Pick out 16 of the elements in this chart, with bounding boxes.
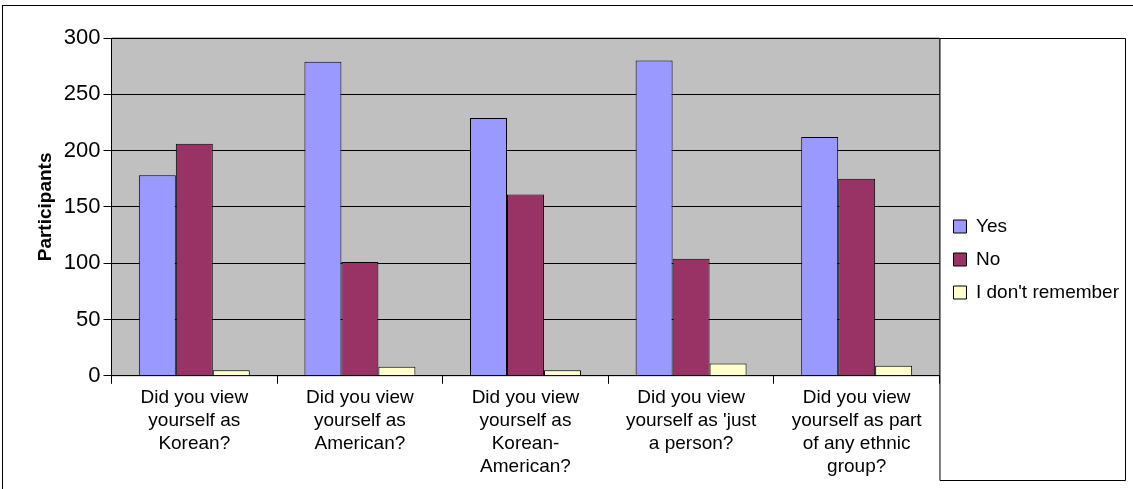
y-tick-label: 0	[88, 361, 101, 387]
x-tick-label: Did you view yourself as Korean-American?	[471, 386, 580, 476]
y-tick-label: 250	[63, 80, 101, 106]
x-tick-label: Did you view yourself as Korean?	[140, 386, 249, 454]
y-tick-label: 100	[63, 249, 101, 275]
y-tick-label: 150	[63, 192, 101, 218]
legend-label: Yes	[975, 214, 1007, 236]
x-tick-label: Did you view yourself as 'just a person?	[625, 386, 757, 454]
legend-label: No	[975, 247, 1001, 269]
x-tick-label: Did you view yourself as American?	[306, 386, 415, 454]
legend-label: I don't remember	[975, 280, 1120, 302]
y-tick-label: 300	[63, 24, 101, 50]
y-tick-label: 200	[63, 136, 101, 162]
y-axis-title: Participants	[33, 152, 55, 262]
y-tick-label: 50	[76, 305, 101, 331]
x-tick-label: Did you view yourself as part of any ethnic group?	[791, 386, 923, 476]
